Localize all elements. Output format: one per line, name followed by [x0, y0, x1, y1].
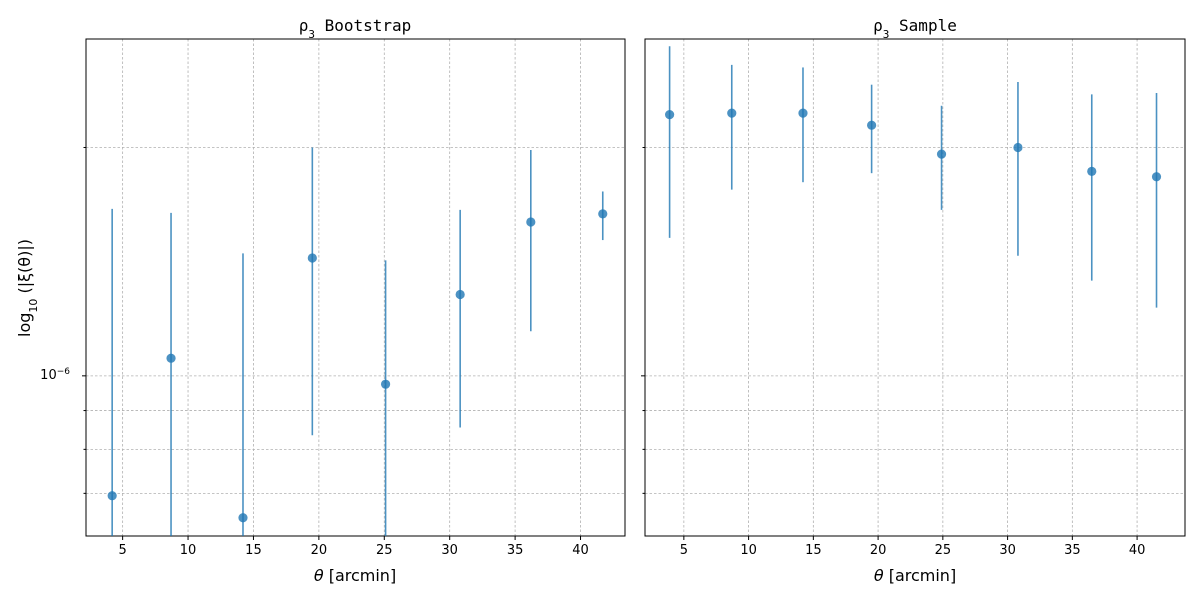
x-tick-label: 20 — [311, 543, 328, 558]
x-tick-label: 20 — [870, 543, 887, 558]
bootstrap-grid — [86, 39, 625, 536]
x-tick-label: 15 — [805, 543, 822, 558]
sample-y-ticks — [641, 146, 645, 494]
x-tick-label: 10 — [740, 543, 757, 558]
data-point — [798, 108, 808, 118]
bootstrap-panel: 5 10 15 20 25 30 35 40 ρ3 Bootstrap θ [arcmin] … — [15, 16, 626, 585]
data-point — [1013, 142, 1023, 153]
data-point — [107, 491, 117, 501]
x-tick-label: 25 — [376, 543, 393, 558]
bootstrap-x-ticks: 5 10 15 20 25 30 35 40 — [118, 536, 589, 558]
data-point — [1151, 172, 1162, 182]
x-tick-label: 5 — [680, 543, 688, 558]
sample-grid — [645, 39, 1185, 536]
data-point — [526, 217, 536, 227]
x-tick-label: 5 — [118, 543, 126, 558]
x-tick-label: 35 — [1064, 543, 1081, 558]
x-tick-label: 25 — [935, 543, 952, 558]
y-axis-label: log10 (|ξ(θ)|) — [15, 239, 40, 337]
data-point — [936, 149, 947, 159]
data-point — [166, 353, 176, 363]
data-point — [1087, 166, 1097, 176]
data-point — [238, 513, 248, 523]
x-tick-label: 30 — [999, 543, 1016, 558]
x-tick-label: 40 — [572, 543, 589, 558]
data-point — [867, 120, 877, 130]
x-tick-label: 30 — [441, 543, 458, 558]
bootstrap-x-axis-label: θ [arcmin] — [314, 566, 396, 585]
sample-data-marks — [665, 46, 1162, 308]
data-point — [598, 209, 608, 219]
data-point — [455, 289, 465, 300]
sample-x-axis-label: θ [arcmin] — [874, 566, 956, 585]
sample-plot-frame — [644, 38, 1186, 537]
bootstrap-y-ticks — [82, 146, 86, 494]
y-tick-label-1e-6: 10−6 — [40, 367, 70, 383]
sample-title: ρ3 Sample — [873, 16, 957, 41]
x-tick-label: 15 — [245, 543, 262, 558]
bootstrap-title: ρ3 Bootstrap — [299, 16, 412, 41]
x-tick-label: 35 — [507, 543, 524, 558]
sample-x-ticks: 5 10 15 20 25 30 35 40 — [680, 536, 1146, 558]
data-point — [307, 253, 317, 263]
data-point — [727, 108, 737, 118]
data-point — [665, 109, 675, 120]
x-tick-label: 40 — [1129, 543, 1146, 558]
bootstrap-data-marks — [107, 147, 608, 536]
x-tick-label: 10 — [180, 543, 197, 558]
bootstrap-plot-frame — [85, 38, 626, 537]
data-point — [380, 379, 391, 389]
sample-panel: 5 10 15 20 25 30 35 40 ρ3 Sample θ [arcmin] — [641, 16, 1186, 585]
